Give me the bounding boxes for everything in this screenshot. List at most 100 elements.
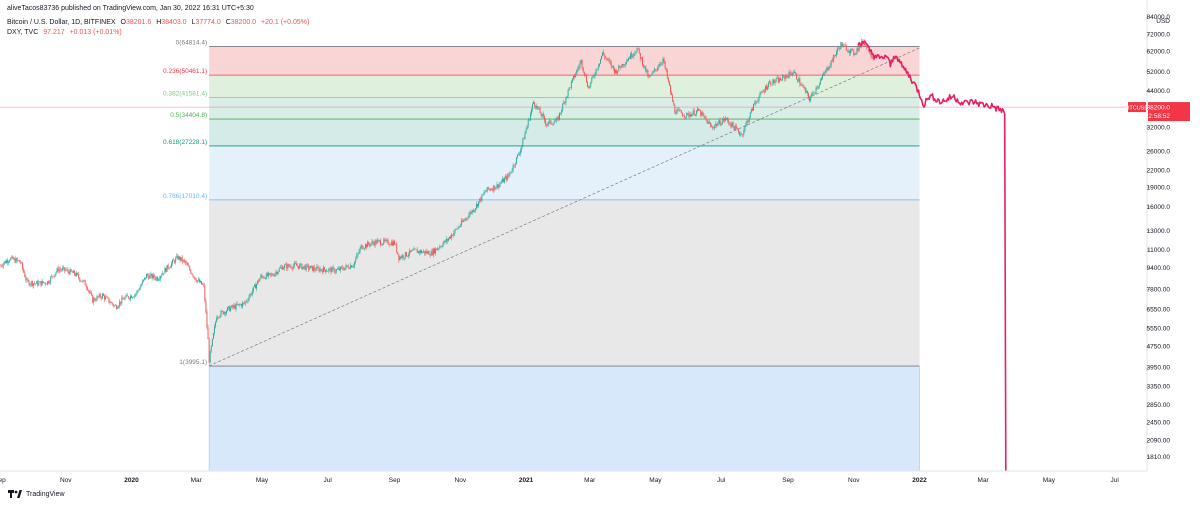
btc-candle xyxy=(95,297,97,303)
btc-candle-body xyxy=(591,77,593,82)
btc-candle-body xyxy=(784,76,786,79)
btc-candle xyxy=(273,272,275,277)
btc-candle xyxy=(258,278,260,284)
btc-candle-body xyxy=(849,51,850,54)
price-tick-label: 1810.00 xyxy=(1147,454,1171,461)
price-tick-label: 2090.00 xyxy=(1147,438,1171,445)
btc-candle xyxy=(104,294,106,302)
btc-candle xyxy=(429,253,431,258)
btc-candle xyxy=(262,275,264,280)
tradingview-logo[interactable]: TradingView xyxy=(8,490,65,498)
btc-candle-body xyxy=(482,194,484,195)
btc-candle xyxy=(776,75,778,80)
btc-candle-body xyxy=(58,269,60,272)
btc-candle xyxy=(845,44,847,52)
btc-candle-body xyxy=(596,68,598,70)
btc-candle-body xyxy=(548,121,550,125)
btc-candle-body xyxy=(522,138,524,146)
btc-candle xyxy=(46,281,48,286)
btc-candle xyxy=(183,258,185,264)
btc-candle xyxy=(71,270,73,273)
btc-candle-body xyxy=(147,274,149,276)
price-tick-label: 2850.00 xyxy=(1147,402,1171,409)
btc-candle-body xyxy=(38,282,40,286)
btc-candle xyxy=(38,279,40,287)
btc-candle xyxy=(202,282,204,286)
btc-candle-body xyxy=(742,134,744,135)
btc-candle-body xyxy=(311,265,312,267)
btc-candle xyxy=(740,131,742,137)
btc-candle xyxy=(97,295,99,300)
btc-candle-body xyxy=(225,311,227,314)
btc-candle-body xyxy=(383,239,385,244)
btc-candle xyxy=(403,257,405,261)
btc-candle xyxy=(688,110,690,119)
btc-candle xyxy=(205,298,207,315)
btc-candle-body xyxy=(459,225,461,227)
btc-candle-body xyxy=(667,77,669,82)
btc-candle-body xyxy=(300,263,302,265)
btc-candle xyxy=(830,59,832,69)
btc-candle xyxy=(153,273,155,281)
btc-candle xyxy=(618,64,620,72)
btc-candle-body xyxy=(389,244,391,246)
btc-candle xyxy=(54,274,56,279)
btc-candle-body xyxy=(189,266,191,270)
btc-candle xyxy=(491,187,493,191)
btc-candle xyxy=(629,56,631,60)
btc-candle-body xyxy=(839,48,841,49)
btc-legend[interactable]: Bitcoin / U.S. Dollar, 1D, BITFINEX O382… xyxy=(7,18,315,27)
btc-candle xyxy=(209,350,211,363)
btc-candle xyxy=(103,292,104,296)
btc-candle xyxy=(620,65,622,71)
btc-candle xyxy=(301,263,303,270)
btc-candle-body xyxy=(634,53,636,54)
btc-candle xyxy=(18,260,20,263)
btc-candle-body xyxy=(472,210,474,212)
btc-candle-body xyxy=(138,289,140,291)
btc-candle xyxy=(338,266,339,270)
btc-candle xyxy=(645,65,647,73)
btc-candle-body xyxy=(840,42,842,49)
btc-candle xyxy=(625,58,627,65)
btc-candle xyxy=(661,61,663,66)
btc-candle-body xyxy=(662,58,664,63)
btc-candle-body xyxy=(206,311,208,328)
btc-candle-body xyxy=(352,266,353,268)
btc-candle-body xyxy=(737,129,739,133)
btc-candle-body xyxy=(847,51,849,52)
btc-candle-body xyxy=(276,271,278,274)
btc-candle-body xyxy=(221,310,223,312)
btc-candle-body xyxy=(477,204,479,207)
btc-candle-body xyxy=(485,190,487,192)
btc-candle-body xyxy=(617,70,619,74)
btc-candle xyxy=(603,49,605,56)
btc-candle xyxy=(382,243,384,246)
btc-candle xyxy=(118,305,120,309)
btc-candle-body xyxy=(105,296,107,300)
btc-candle xyxy=(331,266,333,273)
btc-candle-body xyxy=(280,266,282,268)
btc-candle-body xyxy=(728,120,730,124)
btc-candle-body xyxy=(820,78,822,81)
dxy-legend[interactable]: DXY, TVC 97.217 +0.013 (+0.01%) xyxy=(7,28,125,37)
btc-candle-body xyxy=(529,113,531,121)
btc-candle xyxy=(598,63,600,68)
btc-candle xyxy=(73,270,75,277)
btc-candle-body xyxy=(201,281,203,285)
price-tick-label: 9400.00 xyxy=(1147,265,1171,272)
btc-candle xyxy=(723,117,725,124)
btc-candle xyxy=(260,273,262,280)
btc-candle xyxy=(709,121,711,129)
btc-candle-body xyxy=(211,338,213,346)
btc-candle xyxy=(824,71,826,77)
btc-candle xyxy=(253,284,255,288)
btc-candle-body xyxy=(780,78,781,81)
btc-candle-body xyxy=(57,268,59,272)
btc-candle-body xyxy=(717,123,719,126)
btc-candle xyxy=(45,283,47,285)
btc-candle-body xyxy=(399,256,401,261)
btc-candle-body xyxy=(444,240,446,242)
btc-candle xyxy=(386,237,388,243)
